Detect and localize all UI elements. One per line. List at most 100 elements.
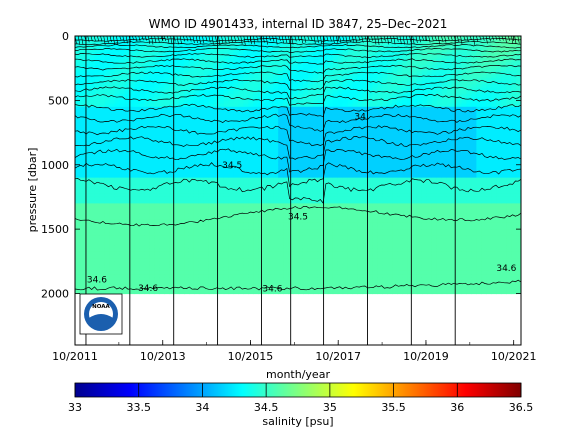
heatmap-cell — [377, 277, 383, 282]
heatmap-cell — [347, 81, 354, 85]
heatmap-cell — [159, 155, 165, 159]
heatmap-cell — [104, 77, 111, 82]
heatmap-cell — [327, 213, 334, 217]
heatmap-cell — [114, 132, 121, 137]
heatmap-cell — [238, 68, 245, 73]
heatmap-cell — [248, 270, 254, 275]
heatmap-cell — [367, 267, 373, 272]
heatmap-cell — [114, 225, 121, 230]
heatmap-cell — [352, 145, 359, 150]
heatmap-cell — [75, 58, 81, 63]
heatmap-cell — [233, 119, 240, 124]
heatmap-cell — [377, 248, 383, 253]
heatmap-cell — [213, 93, 220, 98]
heatmap-cell — [357, 203, 364, 208]
heatmap-cell — [94, 139, 101, 143]
heatmap-cell — [119, 283, 126, 288]
heatmap-cell — [352, 55, 359, 60]
heatmap-cell — [75, 232, 81, 237]
heatmap-cell — [322, 251, 329, 256]
heatmap-cell — [233, 177, 240, 182]
heatmap-cell — [159, 184, 165, 188]
heatmap-cell — [268, 158, 274, 163]
heatmap-cell — [327, 190, 334, 195]
heatmap-cell — [268, 151, 274, 156]
heatmap-cell — [253, 270, 259, 275]
heatmap-cell — [312, 161, 319, 166]
heatmap-cell — [159, 87, 165, 92]
heatmap-cell — [322, 206, 329, 211]
heatmap-cell — [218, 258, 225, 262]
heatmap-cell — [307, 39, 314, 44]
heatmap-cell — [228, 200, 235, 204]
heatmap-cell — [149, 164, 155, 169]
heatmap-cell — [149, 283, 155, 288]
heatmap-cell — [362, 213, 368, 217]
heatmap-cell — [298, 184, 304, 188]
heatmap-cell — [307, 203, 314, 208]
heatmap-cell — [278, 93, 284, 98]
heatmap-cell — [119, 196, 126, 201]
heatmap-cell — [188, 196, 195, 201]
heatmap-cell — [119, 209, 126, 214]
heatmap-cell — [243, 180, 250, 185]
heatmap-cell — [243, 174, 250, 179]
heatmap-cell — [283, 161, 289, 166]
heatmap-cell — [317, 225, 324, 230]
heatmap-cell — [193, 270, 200, 275]
heatmap-cell — [352, 264, 359, 269]
heatmap-cell — [248, 254, 254, 259]
heatmap-cell — [179, 93, 185, 98]
heatmap-cell — [109, 184, 116, 188]
heatmap-cell — [169, 229, 175, 233]
heatmap-cell — [342, 174, 349, 179]
heatmap-cell — [223, 58, 230, 63]
heatmap-cell — [193, 68, 200, 73]
heatmap-cell — [367, 103, 373, 108]
heatmap-cell — [273, 68, 279, 73]
heatmap-cell — [347, 74, 354, 79]
heatmap-cell — [322, 93, 329, 98]
heatmap-cell — [75, 290, 81, 295]
heatmap-cell — [89, 209, 96, 214]
heatmap-cell — [154, 174, 160, 179]
heatmap-cell — [233, 39, 240, 44]
heatmap-cell — [317, 90, 324, 95]
heatmap-cell — [213, 58, 220, 63]
heatmap-cell — [79, 167, 86, 172]
heatmap-cell — [307, 261, 314, 266]
heatmap-cell — [327, 61, 334, 66]
heatmap-cell — [99, 270, 106, 275]
heatmap-cell — [233, 290, 240, 295]
heatmap-cell — [268, 213, 274, 217]
heatmap-cell — [174, 238, 180, 243]
heatmap-cell — [134, 126, 141, 130]
heatmap-cell — [174, 203, 180, 208]
heatmap-cell — [174, 68, 180, 73]
heatmap-cell — [119, 48, 126, 53]
heatmap-cell — [213, 222, 220, 227]
heatmap-cell — [104, 110, 111, 114]
heatmap-cell — [109, 42, 116, 47]
heatmap-cell — [302, 61, 309, 66]
heatmap-cell — [75, 87, 81, 92]
heatmap-cell — [337, 200, 344, 204]
heatmap-cell — [347, 42, 354, 47]
heatmap-cell — [149, 261, 155, 266]
heatmap-cell — [198, 100, 205, 105]
heatmap-cell — [233, 235, 240, 240]
heatmap-cell — [382, 64, 388, 69]
heatmap-cell — [159, 190, 165, 195]
heatmap-cell — [84, 158, 91, 163]
heatmap-cell — [238, 155, 245, 159]
heatmap-cell — [104, 267, 111, 272]
heatmap-cell — [169, 254, 175, 259]
heatmap-cell — [149, 132, 155, 137]
heatmap-cell — [124, 196, 131, 201]
heatmap-cell — [367, 283, 373, 288]
heatmap-cell — [372, 97, 378, 101]
heatmap-cell — [129, 283, 136, 288]
heatmap-cell — [119, 64, 126, 69]
heatmap-cell — [119, 184, 126, 188]
heatmap-cell — [169, 139, 175, 143]
